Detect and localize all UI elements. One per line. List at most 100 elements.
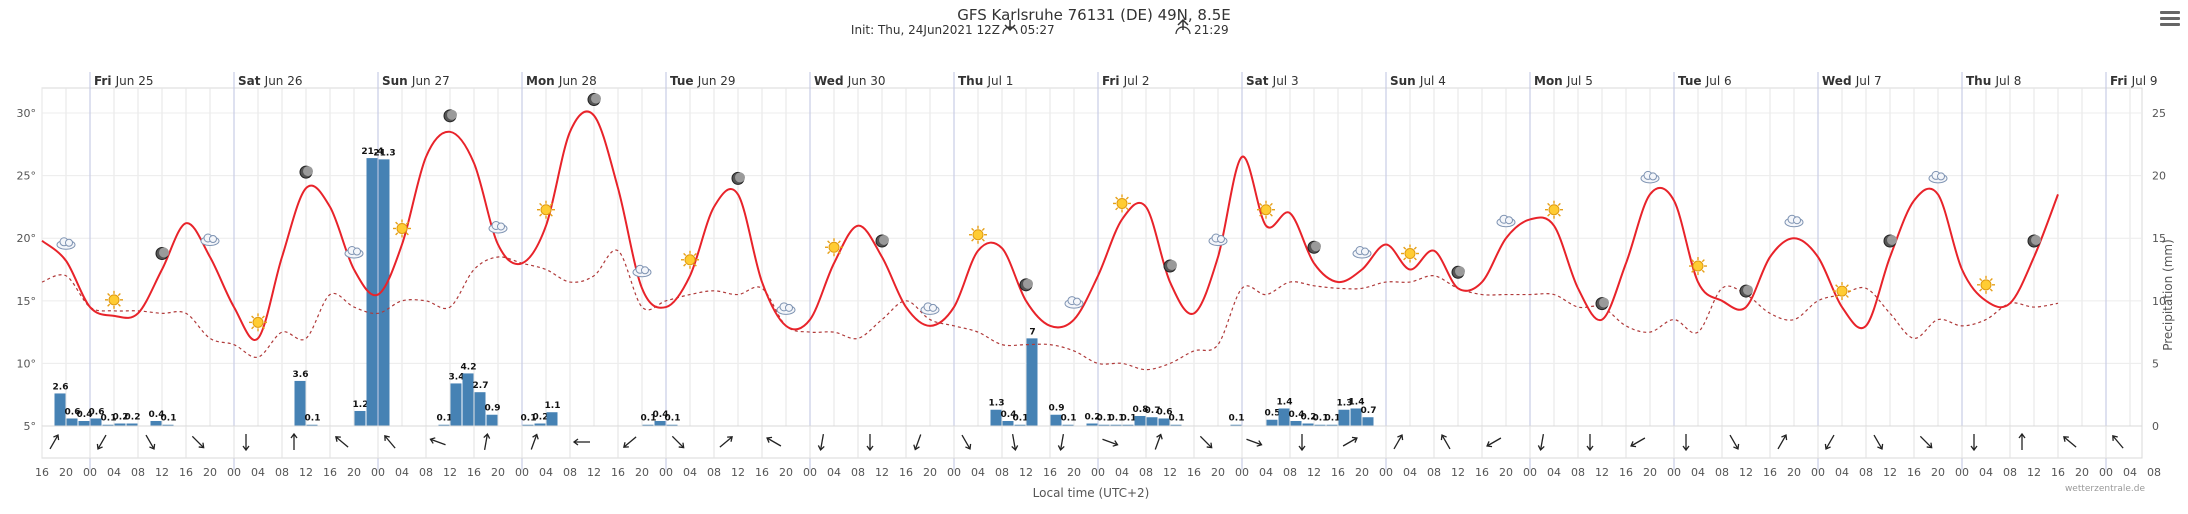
moon-icon	[1163, 259, 1177, 273]
moon-icon	[1739, 284, 1753, 298]
hour-tick: 00	[1091, 466, 1105, 479]
hour-tick: 08	[1139, 466, 1153, 479]
menu-button[interactable]	[2160, 8, 2180, 28]
day-label: Sun Jul 4	[1390, 74, 1446, 88]
hour-tick: 00	[947, 466, 961, 479]
wind-arrow-icon	[1682, 434, 1690, 452]
sun-icon	[393, 219, 411, 238]
wind-arrow-icon	[1630, 437, 1646, 448]
wind-arrow-icon	[1970, 434, 1978, 452]
hour-tick: 12	[875, 466, 889, 479]
precip-label: 0.5	[1265, 409, 1281, 419]
sun-icon	[537, 200, 555, 219]
precip-bar	[1122, 424, 1134, 426]
day-label: Sat Jul 3	[1246, 74, 1299, 88]
wind-arrow-icon	[1393, 434, 1404, 450]
hour-tick: 20	[1355, 466, 1369, 479]
precip-label: 0.1	[665, 414, 681, 424]
hour-tick: 20	[1931, 466, 1945, 479]
cloud-icon	[200, 233, 220, 246]
precip-bar	[450, 383, 462, 426]
wind-arrow-icon	[817, 434, 825, 451]
precip-bar	[534, 423, 546, 426]
day-label: Fri Jun 25	[94, 74, 153, 88]
wind-arrow-icon	[1486, 437, 1502, 448]
precip-label: 1.4	[1349, 397, 1365, 407]
y-left-tick: 25°	[17, 170, 37, 183]
wind-arrow-icon	[2063, 436, 2077, 448]
precip-bar	[474, 392, 486, 426]
hour-tick: 00	[515, 466, 529, 479]
precip-bar	[1278, 408, 1290, 426]
y-axis-right-label: Precipitation (mm)	[2161, 239, 2175, 351]
precip-bar	[1266, 419, 1278, 426]
hour-tick: 16	[1619, 466, 1633, 479]
hour-tick: 16	[755, 466, 769, 479]
hour-tick: 00	[1235, 466, 1249, 479]
hour-tick: 16	[2051, 466, 2065, 479]
hour-tick: 00	[1955, 466, 1969, 479]
hour-tick: 00	[1523, 466, 1537, 479]
precip-label: 21.3	[373, 148, 395, 158]
precip-label: 0.1	[1061, 414, 1077, 424]
wind-arrow-icon	[384, 435, 396, 449]
hour-tick: 12	[731, 466, 745, 479]
sun-icon	[825, 238, 843, 257]
cloud-icon	[920, 302, 940, 315]
y-left-tick: 20°	[17, 232, 37, 245]
precip-label: 0.4	[1289, 410, 1305, 420]
hour-tick: 04	[107, 466, 121, 479]
precip-label: 0.6	[1157, 407, 1173, 417]
wind-arrow-icon	[1298, 434, 1306, 452]
hour-tick: 16	[323, 466, 337, 479]
hour-tick: 12	[1307, 466, 1321, 479]
precip-label: 0.2	[1301, 412, 1317, 422]
precip-bar	[990, 409, 1002, 426]
precip-bar	[438, 424, 450, 426]
sun-icon	[249, 313, 267, 332]
hour-tick: 20	[635, 466, 649, 479]
hour-tick: 08	[563, 466, 577, 479]
precip-label: 0.7	[1361, 406, 1377, 416]
sunrise-time: 05:27	[1020, 23, 1055, 37]
precip-label: 1.3	[989, 399, 1005, 409]
precip-label: 0.4	[77, 410, 93, 420]
hour-tick: 16	[35, 466, 49, 479]
precip-bar	[1134, 415, 1146, 426]
cloud-icon	[344, 246, 364, 259]
precip-label: 0.1	[1013, 414, 1029, 424]
hour-tick: 20	[923, 466, 937, 479]
y-left-tick: 10°	[17, 357, 37, 370]
hour-tick: 16	[1187, 466, 1201, 479]
precip-bar	[1314, 424, 1326, 426]
precip-bar	[1302, 423, 1314, 426]
sun-icon	[681, 250, 699, 269]
wind-arrow-icon	[913, 434, 922, 451]
sun-icon	[1689, 257, 1707, 276]
temperature-line	[41, 110, 2059, 341]
hour-tick: 08	[2003, 466, 2017, 479]
wind-arrow-icon	[429, 437, 446, 446]
cloud-icon	[1640, 170, 1660, 184]
precip-bar	[126, 423, 138, 426]
precip-label: 4.2	[461, 362, 477, 372]
precip-label: 1.4	[1277, 397, 1293, 407]
precip-label: 0.1	[1109, 414, 1125, 424]
hour-tick: 04	[1115, 466, 1129, 479]
hour-tick: 16	[899, 466, 913, 479]
wind-arrow-icon	[1919, 435, 1933, 449]
precip-bar	[54, 393, 66, 426]
sunrise-icon	[1002, 20, 1018, 35]
sun-icon	[105, 290, 123, 309]
hour-tick: 20	[347, 466, 361, 479]
precip-label: 0.1	[1229, 414, 1245, 424]
precip-label: 1.1	[545, 401, 561, 411]
dewpoint-line	[41, 249, 2059, 371]
cloud-icon	[1784, 214, 1804, 228]
wind-arrow-icon	[866, 434, 874, 452]
precip-bar	[354, 410, 366, 426]
day-label: Fri Jul 2	[1102, 74, 1150, 88]
precip-label: 0.4	[1001, 410, 1017, 420]
y-left-tick: 5°	[24, 420, 37, 433]
